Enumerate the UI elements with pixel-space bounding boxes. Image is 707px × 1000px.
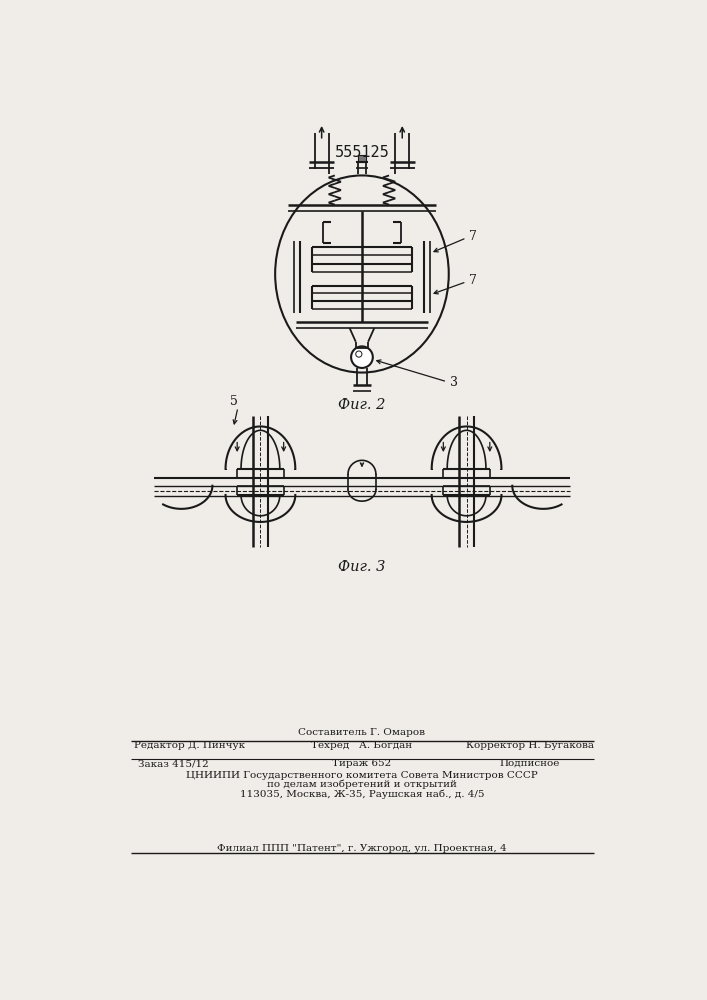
Circle shape bbox=[351, 346, 373, 368]
Text: по делам изобретений и открытий: по делам изобретений и открытий bbox=[267, 780, 457, 789]
Text: Редактор Д. Пинчук: Редактор Д. Пинчук bbox=[134, 741, 245, 750]
Text: 113035, Москва, Ж-35, Раушская наб., д. 4/5: 113035, Москва, Ж-35, Раушская наб., д. … bbox=[240, 789, 484, 799]
Text: Подписное: Подписное bbox=[500, 759, 561, 768]
Circle shape bbox=[356, 351, 362, 357]
Text: 7: 7 bbox=[469, 230, 477, 243]
Text: Заказ 415/12: Заказ 415/12 bbox=[139, 759, 209, 768]
Text: Составитель Г. Омаров: Составитель Г. Омаров bbox=[298, 728, 426, 737]
Text: Тираж 652: Тираж 652 bbox=[332, 759, 392, 768]
Text: Корректор Н. Бугакова: Корректор Н. Бугакова bbox=[466, 741, 594, 750]
Text: 555125: 555125 bbox=[334, 145, 390, 160]
Bar bbox=[358, 155, 366, 162]
Text: 7: 7 bbox=[469, 274, 477, 287]
Text: Фиг. 2: Фиг. 2 bbox=[338, 398, 385, 412]
Text: ЦНИИПИ Государственного комитета Совета Министров СССР: ЦНИИПИ Государственного комитета Совета … bbox=[186, 771, 538, 780]
Text: Техред   А. Богдан: Техред А. Богдан bbox=[311, 741, 412, 750]
Text: Филиал ППП "Патент", г. Ужгород, ул. Проектная, 4: Филиал ППП "Патент", г. Ужгород, ул. Про… bbox=[217, 844, 507, 853]
Text: Фиг. 3: Фиг. 3 bbox=[338, 560, 385, 574]
Text: 3: 3 bbox=[450, 376, 457, 389]
Text: 5: 5 bbox=[230, 395, 238, 408]
